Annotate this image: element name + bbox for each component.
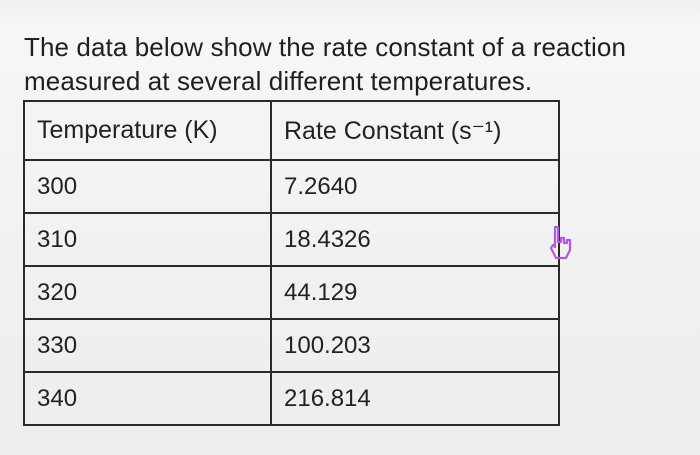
temperature-cell: 310 — [23, 212, 272, 267]
rate-constant-cell: 44.129 — [270, 265, 560, 320]
temperature-cell: 340 — [23, 371, 272, 426]
rate-constant-header: Rate Constant (s⁻¹) — [270, 100, 560, 161]
rate-constant-cell: 7.2640 — [270, 159, 560, 214]
table-row: 320 44.129 — [23, 265, 560, 320]
rate-constant-cell: 216.814 — [270, 371, 560, 426]
page-top-shading — [0, 0, 700, 22]
hand-pointer-icon — [549, 225, 572, 260]
table-row: 340 216.814 — [23, 371, 560, 426]
temperature-cell: 320 — [23, 265, 272, 320]
rate-constant-table: Temperature (K) Rate Constant (s⁻¹) 300 … — [23, 100, 560, 426]
table-header-row: Temperature (K) Rate Constant (s⁻¹) — [23, 100, 560, 161]
question-prompt: The data below show the rate constant of… — [24, 30, 684, 98]
table-row: 330 100.203 — [23, 318, 560, 373]
temperature-cell: 330 — [23, 318, 272, 373]
prompt-line-2: measured at several different temperatur… — [24, 66, 533, 96]
rate-constant-cell: 100.203 — [270, 318, 560, 373]
prompt-line-1: The data below show the rate constant of… — [24, 32, 627, 62]
temperature-cell: 300 — [23, 159, 272, 214]
table-row: 300 7.2640 — [23, 159, 560, 214]
rate-constant-cell: 18.4326 — [270, 212, 560, 267]
temperature-header: Temperature (K) — [23, 100, 272, 161]
table-row: 310 18.4326 — [23, 212, 560, 267]
